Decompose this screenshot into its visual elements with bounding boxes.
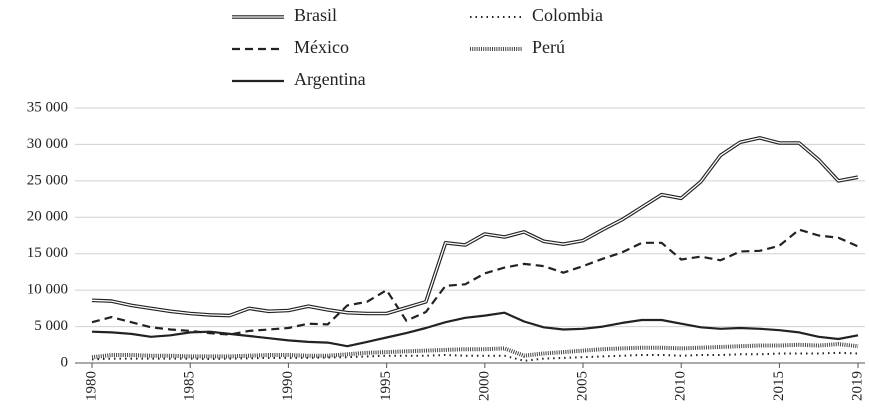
line-inner xyxy=(91,137,859,317)
legend-label: Perú xyxy=(532,37,565,57)
y-tick-label: 35 000 xyxy=(27,99,68,115)
series-line xyxy=(91,342,859,360)
lines xyxy=(91,136,859,362)
x-tick-label: 2000 xyxy=(476,371,492,401)
y-tick-label: 15 000 xyxy=(27,245,68,261)
x-tick-label: 1995 xyxy=(378,371,394,401)
legend-label: Brasil xyxy=(294,5,337,25)
x-tick-label: 2019 xyxy=(849,371,865,401)
y-tick-label: 0 xyxy=(61,354,69,370)
x-tick-label: 1990 xyxy=(280,371,296,401)
y-tick-label: 10 000 xyxy=(27,282,68,298)
grid: 0 5 000 10 000 15 000 20 000 25 000 30 000 35 0… xyxy=(27,99,866,401)
legend-label: Argentina xyxy=(294,69,366,89)
series-line xyxy=(91,136,859,318)
legend: Brasil México Argentina Colombia Perú xyxy=(232,5,603,89)
series-line xyxy=(91,228,859,336)
legend-label: Colombia xyxy=(532,5,603,25)
legend-label: México xyxy=(294,37,349,57)
y-tick-label: 20 000 xyxy=(27,209,68,225)
x-tick-label: 1985 xyxy=(182,371,198,401)
x-tick-label: 2015 xyxy=(771,371,787,401)
y-tick-label: 5 000 xyxy=(34,318,68,334)
x-tick-label: 1980 xyxy=(83,371,99,401)
y-tick-label: 25 000 xyxy=(27,172,68,188)
y-tick-label: 30 000 xyxy=(27,136,68,152)
x-tick-label: 2005 xyxy=(574,371,590,401)
series-line xyxy=(91,351,859,362)
series-line xyxy=(91,311,859,348)
x-tick-label: 2010 xyxy=(673,371,689,401)
